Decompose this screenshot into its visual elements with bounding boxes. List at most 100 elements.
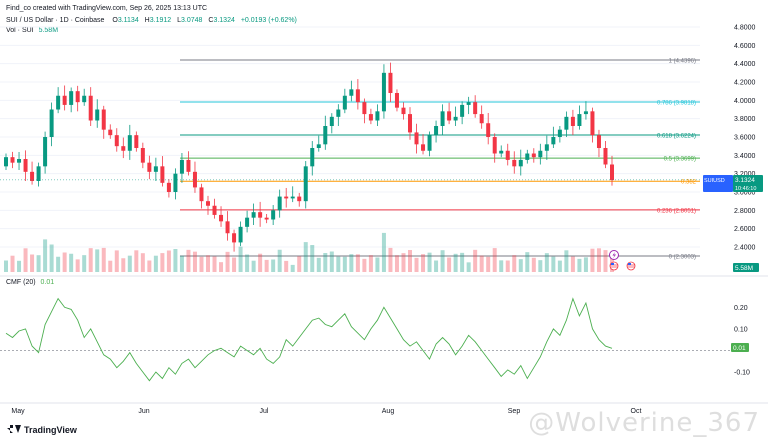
volume-bar — [56, 256, 61, 272]
candle-body — [95, 109, 100, 121]
cmf-value-badge: 0.01 — [731, 343, 749, 352]
price-tick-label: 3.4000 — [734, 153, 756, 160]
grid — [0, 26, 700, 248]
candle-body — [394, 93, 399, 108]
candle-body — [466, 102, 471, 105]
event-icons[interactable] — [609, 250, 636, 271]
candle-body — [610, 164, 614, 181]
volume-bar — [17, 260, 22, 272]
last-price-countdown: 10:46:10 — [735, 186, 756, 192]
candle-body — [82, 95, 87, 103]
volume-bar — [421, 254, 426, 272]
candle-body — [518, 159, 523, 167]
candle-body — [297, 196, 302, 202]
volume-bar — [264, 259, 269, 272]
candle-body — [362, 102, 367, 115]
last-price-value: 3.1324 — [735, 177, 755, 184]
volume-bar — [460, 252, 465, 272]
candle-body — [505, 150, 510, 160]
tradingview-logo[interactable]: TradingView — [7, 425, 78, 435]
volume-bar — [479, 255, 484, 272]
candles — [0, 62, 702, 252]
candle-body — [69, 91, 74, 105]
candle-body — [10, 157, 15, 163]
candle-body — [245, 217, 250, 227]
candle-body — [258, 212, 263, 218]
volume-bar — [310, 245, 315, 272]
volume-bar — [4, 260, 8, 272]
candle-body — [290, 196, 295, 199]
candle-body — [512, 159, 517, 167]
volume-bar — [414, 257, 419, 272]
fib-label: 1 (4.4396) — [669, 59, 696, 65]
candle-body — [127, 135, 132, 151]
price-axis[interactable]: 4.8000 4.6000 4.4000 4.2000 4.0000 3.8000 3.60… — [734, 25, 756, 252]
cmf-line — [0, 297, 730, 382]
price-tick-label: 3.2000 — [734, 171, 756, 178]
volume-bar — [160, 253, 165, 272]
volume-bar — [440, 250, 445, 272]
volume-bar — [297, 256, 302, 272]
candle-body — [577, 114, 582, 126]
volume-bar — [212, 256, 217, 272]
time-tick-label: Jun — [138, 408, 149, 415]
candle-body — [75, 91, 80, 103]
volume-bar — [192, 251, 197, 272]
volume-bar — [114, 250, 119, 272]
volume-bar — [271, 259, 276, 272]
candle-body — [199, 187, 204, 202]
volume-bar — [186, 249, 191, 272]
candle-body — [388, 72, 393, 93]
volume-bar — [10, 255, 15, 272]
tradingview-brand: TradingView — [24, 425, 78, 435]
candle-body — [473, 102, 478, 115]
candle-body — [414, 132, 419, 145]
volume-bar — [199, 256, 204, 272]
candle-body — [544, 144, 549, 151]
candle-body — [427, 135, 432, 151]
candle-body — [434, 126, 439, 136]
ohlc-high: 3.1912 — [150, 17, 172, 24]
volume-bar — [284, 260, 289, 272]
candle-body — [284, 196, 289, 199]
volume-bar — [453, 253, 458, 272]
candle-body — [49, 109, 54, 137]
volume-bar — [121, 258, 126, 272]
candle-body — [134, 135, 139, 148]
price-tick-label: 3.8000 — [734, 116, 756, 123]
fib-retracement[interactable]: 1 (4.4396) 0.786 (3.9818) 0.618 (3.6224) 0.… — [180, 59, 700, 261]
candle-body — [381, 72, 386, 112]
candle-body — [232, 233, 237, 243]
volume-bar — [473, 249, 478, 272]
volume-bar — [49, 244, 54, 272]
candle-body — [101, 109, 106, 130]
candle-body — [375, 111, 380, 121]
volume-bar — [323, 253, 328, 272]
price-tick-label: 4.0000 — [734, 98, 756, 105]
fib-label: 0 (2.3003) — [669, 255, 696, 261]
candle-body — [4, 157, 8, 167]
candle-body — [310, 148, 315, 167]
cmf-series-line — [5, 297, 613, 382]
ohlc-high-key: H — [145, 17, 150, 24]
volume-bar — [232, 257, 237, 272]
volume-bar — [603, 250, 608, 272]
volume-bar — [238, 246, 243, 272]
time-axis[interactable]: May Jun Jul Aug Sep Oct — [11, 408, 641, 415]
price-tick-label: 3.0000 — [734, 190, 756, 197]
candle-body — [355, 89, 360, 103]
candle-body — [88, 95, 93, 121]
volume-bar — [499, 260, 504, 272]
ohlc-close-key: C — [208, 17, 213, 24]
candle-body — [173, 173, 178, 192]
price-tick-label: 2.6000 — [734, 226, 756, 233]
candle-body — [525, 153, 530, 160]
candle-body — [166, 182, 171, 192]
candle-body — [440, 111, 445, 126]
candle-body — [219, 214, 224, 222]
candle-body — [342, 95, 347, 110]
fib-label: 0.382 — [681, 180, 697, 186]
volume-bar — [544, 253, 549, 272]
ohlc-open-key: O — [112, 17, 118, 24]
